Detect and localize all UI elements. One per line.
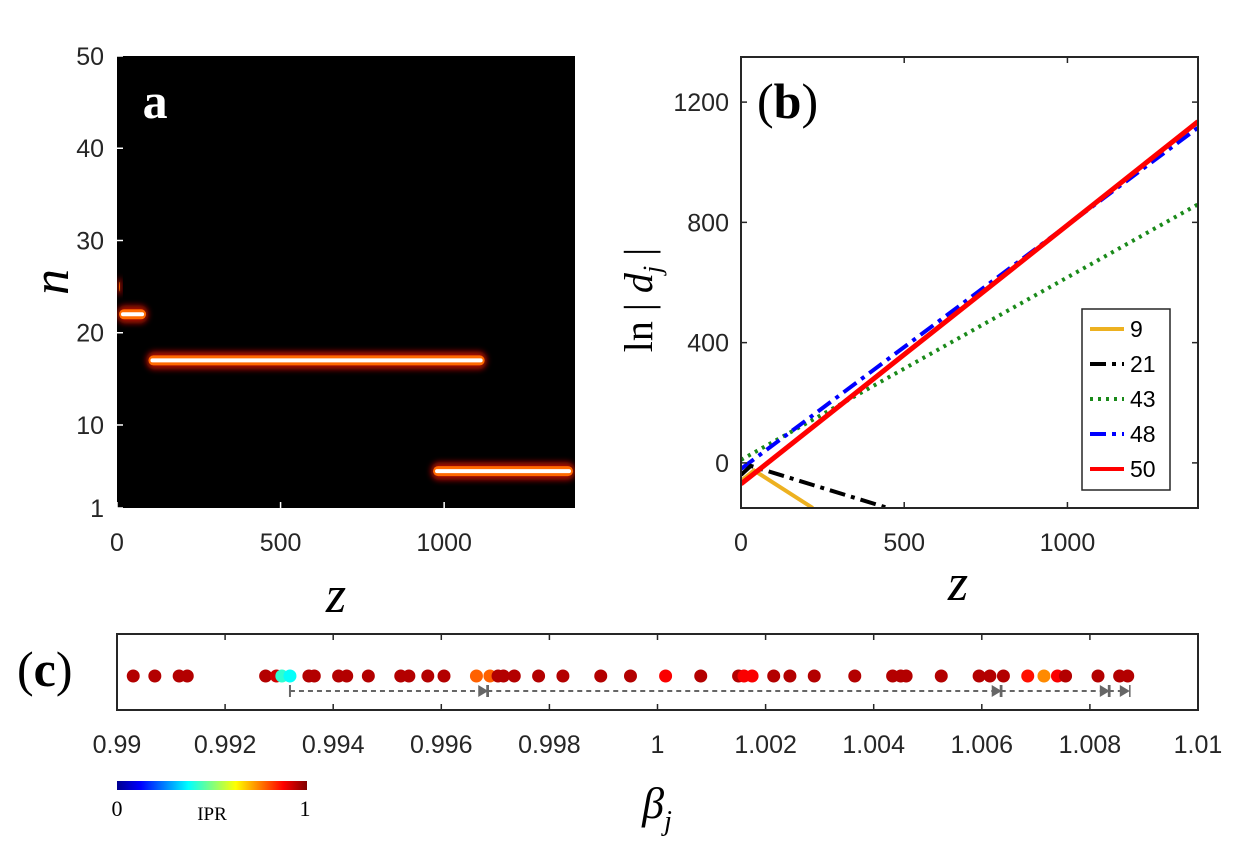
c-xtick-label-0: 0.99 bbox=[93, 731, 142, 759]
mode-point-7 bbox=[283, 669, 297, 683]
b-axes-box bbox=[740, 56, 1199, 509]
mode-point-17 bbox=[469, 669, 483, 683]
b-ytick-label-0: 0 bbox=[715, 450, 729, 478]
panel-label-b: (b) bbox=[757, 73, 818, 129]
c-xtick-label-5: 1 bbox=[651, 731, 665, 759]
heatmap-band-2 bbox=[146, 351, 487, 370]
colorbar-min: 0 bbox=[112, 796, 123, 821]
mode-point-1 bbox=[148, 669, 162, 683]
legend-label-21: 21 bbox=[1130, 351, 1156, 377]
legend-label-50: 50 bbox=[1130, 456, 1156, 482]
c-xtick-label-3: 0.996 bbox=[410, 731, 473, 759]
mode-point-22 bbox=[532, 669, 546, 683]
mode-point-33 bbox=[807, 669, 821, 683]
mode-point-25 bbox=[623, 669, 637, 683]
c-xtick-label-10: 1.01 bbox=[1174, 731, 1223, 759]
mode-point-46 bbox=[1091, 669, 1105, 683]
a-xtick-label-2: 1000 bbox=[416, 529, 472, 557]
a-xtick-label-0: 0 bbox=[110, 529, 124, 557]
mode-point-34 bbox=[848, 669, 862, 683]
c-xtick-label-4: 0.998 bbox=[518, 731, 581, 759]
mode-point-20 bbox=[496, 669, 510, 683]
legend-box bbox=[1081, 308, 1171, 491]
c-xtick-label-2: 0.994 bbox=[302, 731, 365, 759]
b-ylabel: ln | dj | bbox=[616, 248, 667, 352]
mode-point-43 bbox=[1037, 669, 1051, 683]
mode-point-21 bbox=[507, 669, 521, 683]
panel-label-c: (c) bbox=[17, 641, 73, 697]
panel-label-a: (a) bbox=[126, 73, 184, 129]
mode-point-45 bbox=[1059, 669, 1073, 683]
mode-point-40 bbox=[983, 669, 997, 683]
c-xtick-label-1: 0.992 bbox=[194, 731, 257, 759]
mode-point-15 bbox=[421, 669, 435, 683]
mode-point-23 bbox=[556, 669, 570, 683]
mode-point-24 bbox=[594, 669, 608, 683]
mode-point-0 bbox=[126, 669, 140, 683]
mode-point-30 bbox=[745, 669, 759, 683]
a-xtick-label-1: 500 bbox=[260, 529, 302, 557]
c-xtick-label-9: 1.008 bbox=[1059, 731, 1122, 759]
panel-a-heatmap: 0 500 1000 1 10 20 30 40 50 (a) z n bbox=[23, 43, 575, 624]
transition-arrow-2 bbox=[999, 685, 1111, 697]
mode-point-42 bbox=[1021, 669, 1035, 683]
transition-arrow-0 bbox=[288, 685, 489, 697]
b-xtick-label-1: 500 bbox=[883, 529, 925, 557]
legend-label-43: 43 bbox=[1130, 386, 1156, 412]
a-ytick-label-3: 30 bbox=[76, 227, 104, 255]
b-ytick-label-3: 1200 bbox=[673, 89, 729, 117]
c-xtick-label-7: 1.004 bbox=[842, 731, 905, 759]
panel-b-line-chart: 0 500 1000 0 400 800 1200 (b) z ln | dj | 9 21… bbox=[616, 56, 1199, 612]
transition-arrow-1 bbox=[486, 685, 1003, 697]
a-xlabel: z bbox=[325, 567, 346, 624]
b-xtick-label-2: 1000 bbox=[1040, 529, 1096, 557]
mode-point-26 bbox=[659, 669, 673, 683]
b-ytick-label-2: 800 bbox=[687, 209, 729, 237]
b-xtick-label-0: 0 bbox=[734, 529, 748, 557]
mode-point-16 bbox=[437, 669, 451, 683]
mode-point-11 bbox=[340, 669, 354, 683]
c-xlabel: βj bbox=[641, 779, 672, 837]
series-line-50 bbox=[741, 119, 1198, 486]
mode-point-37 bbox=[899, 669, 913, 683]
colorbar bbox=[117, 781, 307, 790]
a-ylabel: n bbox=[23, 269, 80, 295]
mode-point-3 bbox=[180, 669, 194, 683]
b-legend: 9 21 43 48 50 bbox=[1081, 308, 1171, 491]
c-xtick-label-8: 1.006 bbox=[951, 731, 1014, 759]
mode-point-32 bbox=[783, 669, 797, 683]
a-ytick-label-5: 50 bbox=[76, 43, 104, 71]
a-ytick-label-1: 10 bbox=[76, 412, 104, 440]
mode-point-31 bbox=[767, 669, 781, 683]
heatmap-background bbox=[117, 56, 575, 508]
a-ytick-label-4: 40 bbox=[76, 135, 104, 163]
b-xlabel: z bbox=[947, 555, 968, 612]
mode-point-39 bbox=[972, 669, 986, 683]
mode-point-4 bbox=[259, 669, 273, 683]
mode-point-48 bbox=[1121, 669, 1135, 683]
c-xtick-label-6: 1.002 bbox=[734, 731, 797, 759]
series-line-21 bbox=[741, 463, 889, 508]
colorbar-label: IPR bbox=[197, 804, 227, 825]
mode-point-9 bbox=[307, 669, 321, 683]
transition-arrow-3 bbox=[1107, 685, 1131, 697]
heatmap-band-3 bbox=[431, 462, 575, 481]
panel-c-scatter: 0.99 0.992 0.994 0.996 0.998 1 1.002 1.004 1.006… bbox=[17, 633, 1223, 837]
heatmap-band-1 bbox=[117, 305, 149, 324]
mode-point-41 bbox=[996, 669, 1010, 683]
mode-point-14 bbox=[402, 669, 416, 683]
colorbar-max: 1 bbox=[300, 796, 311, 821]
b-ytick-label-1: 400 bbox=[687, 330, 729, 358]
mode-point-12 bbox=[361, 669, 375, 683]
a-ytick-label-0: 1 bbox=[90, 495, 104, 523]
legend-label-9: 9 bbox=[1130, 316, 1143, 342]
heatmap-band-0 bbox=[117, 277, 122, 296]
svg-text:ln | dj |: ln | dj | bbox=[616, 248, 667, 352]
mode-point-27 bbox=[694, 669, 708, 683]
mode-point-38 bbox=[934, 669, 948, 683]
a-ytick-label-2: 20 bbox=[76, 320, 104, 348]
legend-label-48: 48 bbox=[1130, 421, 1156, 447]
